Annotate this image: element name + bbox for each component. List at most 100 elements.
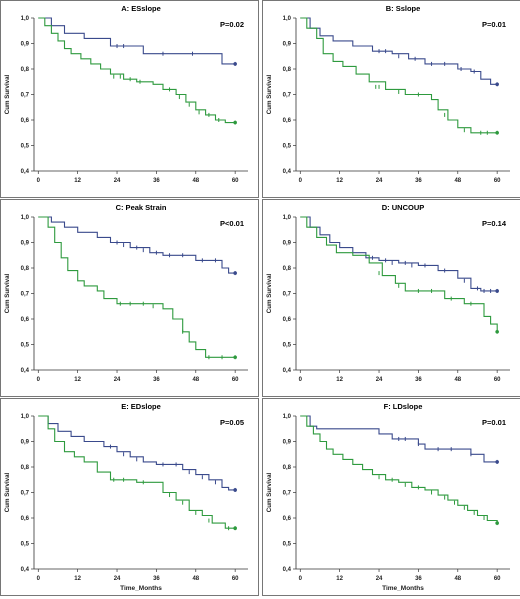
curve-end-point [495, 521, 499, 525]
y-tick-label: 0,7 [283, 292, 292, 298]
x-tick-label: 24 [114, 377, 121, 383]
curve-end-point [233, 62, 237, 66]
survival-curve [38, 216, 236, 274]
x-tick-label: 24 [376, 377, 383, 383]
x-tick-label: 48 [192, 178, 199, 184]
y-tick-label: 0,6 [21, 516, 30, 522]
panel-title: E: EDslope [121, 402, 161, 411]
p-value-label: P=0.01 [482, 20, 506, 29]
survival-curve [38, 17, 236, 124]
y-tick-label: 0,5 [283, 542, 292, 548]
curve-end-point [495, 289, 499, 293]
y-tick-label: 1,0 [21, 414, 30, 420]
y-tick-label: 0,5 [21, 343, 30, 349]
y-tick-label: 0,8 [283, 266, 292, 272]
x-tick-label: 48 [192, 576, 199, 582]
y-tick-label: 0,5 [21, 144, 30, 150]
curve-end-point [495, 460, 499, 464]
x-tick-label: 12 [336, 178, 343, 184]
km-panel: F: LDslope P=0.01 0,4 0,5 0,6 0,7 0,8 0,9 1,0 0 12… [262, 398, 520, 596]
y-tick-label: 0,4 [21, 169, 30, 175]
y-axis-label: Cum Survival [266, 74, 273, 114]
x-tick-label: 36 [153, 178, 160, 184]
curve-end-point [495, 329, 499, 334]
y-tick-label: 1,0 [283, 414, 292, 420]
x-tick-label: 36 [415, 377, 422, 383]
x-tick-label: 12 [74, 576, 81, 582]
x-tick-label: 48 [454, 576, 461, 582]
x-tick-label: 12 [74, 377, 81, 383]
y-tick-label: 0,7 [283, 491, 292, 497]
y-tick-label: 0,4 [283, 368, 292, 374]
x-axis-label: Time_Months [382, 585, 424, 592]
panel-frame [0, 199, 259, 397]
y-tick-label: 1,0 [283, 16, 292, 22]
y-tick-label: 0,7 [21, 491, 30, 497]
survival-curve [38, 216, 236, 358]
survival-curve [300, 415, 498, 524]
x-tick-label: 36 [415, 576, 422, 582]
x-tick-label: 60 [494, 178, 501, 184]
y-tick-label: 0,8 [21, 266, 30, 272]
survival-curve [300, 216, 498, 292]
curve-end-point [233, 271, 237, 275]
y-tick-label: 0,7 [283, 93, 292, 99]
y-tick-label: 0,9 [283, 42, 292, 48]
panel-frame [262, 0, 520, 198]
panel-frame [262, 199, 520, 397]
x-tick-label: 24 [376, 178, 383, 184]
y-tick-label: 0,9 [21, 241, 30, 247]
x-tick-label: 60 [232, 377, 239, 383]
y-tick-label: 0,4 [283, 567, 292, 573]
y-tick-label: 0,4 [21, 567, 30, 573]
x-tick-label: 0 [299, 377, 303, 383]
y-tick-label: 0,5 [283, 343, 292, 349]
x-tick-label: 48 [454, 377, 461, 383]
km-panel: E: EDslope P=0.05 0,4 0,5 0,6 0,7 0,8 0,9 1,0 0 12… [0, 398, 259, 596]
survival-curve [300, 216, 498, 332]
y-tick-label: 1,0 [21, 16, 30, 22]
survival-curve [38, 17, 236, 65]
x-tick-label: 24 [114, 576, 121, 582]
curve-end-point [233, 355, 237, 360]
x-tick-label: 12 [74, 178, 81, 184]
panel-frame [0, 398, 259, 596]
x-tick-label: 12 [336, 377, 343, 383]
y-axis-label: Cum Survival [4, 472, 11, 512]
curve-end-point [233, 488, 237, 492]
y-tick-label: 0,7 [21, 292, 30, 298]
p-value-label: P=0.14 [482, 219, 507, 228]
p-value-label: P=0.01 [482, 418, 506, 427]
y-tick-label: 0,9 [283, 241, 292, 247]
y-axis-label: Cum Survival [266, 273, 273, 313]
y-tick-label: 0,9 [283, 440, 292, 446]
y-tick-label: 0,8 [21, 465, 30, 471]
curve-end-point [233, 526, 237, 530]
y-tick-label: 0,7 [21, 93, 30, 99]
x-tick-label: 48 [192, 377, 199, 383]
y-tick-label: 0,8 [21, 67, 30, 73]
y-tick-label: 0,6 [283, 516, 292, 522]
panel-title: F: LDslope [384, 402, 423, 411]
y-axis-label: Cum Survival [4, 74, 11, 114]
x-tick-label: 24 [376, 576, 383, 582]
x-tick-label: 0 [37, 377, 41, 383]
survival-curve [300, 17, 498, 85]
survival-curve [300, 17, 498, 134]
x-tick-label: 36 [153, 377, 160, 383]
x-tick-label: 48 [454, 178, 461, 184]
x-tick-label: 36 [415, 178, 422, 184]
survival-curve [38, 415, 236, 491]
y-tick-label: 0,5 [21, 542, 30, 548]
y-tick-label: 0,8 [283, 465, 292, 471]
y-tick-label: 0,9 [21, 42, 30, 48]
panel-title: C: Peak Strain [116, 203, 167, 212]
curve-end-point [233, 120, 237, 125]
curve-end-point [495, 130, 499, 135]
y-tick-label: 1,0 [21, 215, 30, 221]
x-tick-label: 24 [114, 178, 121, 184]
x-tick-label: 0 [37, 576, 41, 582]
y-axis-label: Cum Survival [266, 472, 273, 512]
y-tick-label: 0,6 [283, 317, 292, 323]
